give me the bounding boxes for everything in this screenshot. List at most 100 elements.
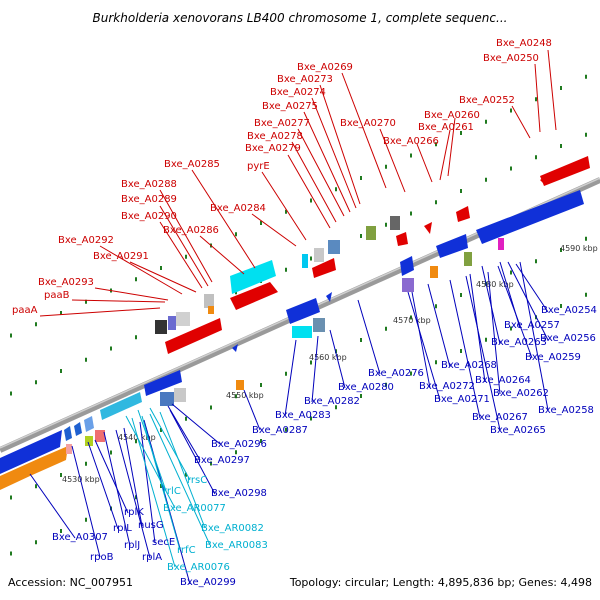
gene-label[interactable]: Bxe_A0280	[338, 382, 394, 393]
gene-label[interactable]: Bxe_A0278	[247, 131, 303, 142]
gene-label[interactable]: Bxe_AR0076	[167, 562, 230, 573]
track-dot	[60, 473, 62, 477]
track-dot	[460, 293, 462, 297]
gene-label[interactable]: Bxe_A0270	[340, 118, 396, 129]
gene-label[interactable]: Bxe_A0279	[245, 143, 301, 154]
leader-line	[287, 154, 331, 229]
gene-label[interactable]: Bxe_A0293	[38, 277, 94, 288]
gene-label[interactable]: Bxe_A0254	[541, 305, 597, 316]
gene-label[interactable]: Bxe_A0268	[441, 360, 497, 371]
track-dot	[535, 97, 537, 102]
track-dot	[435, 304, 437, 309]
gene-label[interactable]: Bxe_A0284	[210, 203, 266, 214]
gene-label[interactable]: Bxe_A0258	[538, 405, 594, 416]
track-dot	[385, 326, 387, 331]
gene-label[interactable]: Bxe_A0289	[121, 194, 177, 205]
summary-text: Topology: circular; Length: 4,895,836 bp…	[289, 576, 592, 589]
gene-label[interactable]: Bxe_A0252	[459, 95, 515, 106]
rna-gene-labels: rrsC rrlC Bxe_AR0077 Bxe_AR0082 Bxe_AR00…	[163, 475, 268, 573]
gene-label[interactable]: rplJ	[124, 540, 140, 551]
pseudo-gene	[208, 306, 214, 314]
gene-label[interactable]: Bxe_A0259	[525, 352, 581, 363]
gene-label[interactable]: rplA	[142, 552, 162, 563]
gene-label[interactable]: Bxe_A0260	[424, 110, 480, 121]
gene-label[interactable]: Bxe_A0256	[540, 333, 596, 344]
gene-label[interactable]: Bxe_A0271	[434, 394, 490, 405]
gene-label[interactable]: Bxe_A0263	[491, 337, 547, 348]
leader-line	[115, 429, 151, 559]
gene-label[interactable]: Bxe_A0283	[275, 410, 331, 421]
track-dot	[35, 322, 37, 327]
track-dot	[260, 439, 262, 443]
gene-label[interactable]: Bxe_A0274	[270, 87, 326, 98]
gene-label[interactable]: paaA	[12, 305, 38, 316]
gene-label[interactable]: Bxe_A0288	[121, 179, 177, 190]
gene-label[interactable]: Bxe_A0272	[419, 381, 475, 392]
gene-label[interactable]: Bxe_A0298	[211, 488, 267, 499]
gene-label[interactable]: paaB	[44, 290, 70, 301]
track-dot	[485, 177, 487, 182]
gene-label[interactable]: Bxe_A0273	[277, 74, 333, 85]
rna-gene	[302, 254, 308, 268]
leader-line	[465, 275, 501, 431]
gene-label[interactable]: nusG	[138, 520, 164, 531]
gene-label[interactable]: Bxe_A0262	[493, 388, 549, 399]
forward-gene	[396, 232, 408, 246]
gene-label[interactable]: Bxe_A0291	[93, 251, 149, 262]
reverse-gene	[286, 298, 320, 324]
leader-line	[416, 143, 433, 183]
gene-label[interactable]: Bxe_A0248	[496, 38, 552, 49]
gene-label[interactable]: Bxe_A0285	[164, 159, 220, 170]
forward-gene	[312, 258, 336, 278]
gene-label[interactable]: Bxe_A0277	[254, 118, 310, 129]
gene-label[interactable]: Bxe_A0299	[180, 577, 236, 588]
gene-label[interactable]: Bxe_A0297	[194, 455, 250, 466]
gene-label[interactable]: Bxe_A0287	[252, 425, 308, 436]
gene-label[interactable]: rplK	[124, 507, 144, 518]
gene-label[interactable]: pyrE	[247, 161, 270, 172]
gene-label[interactable]: Bxe_AR0082	[201, 523, 264, 534]
gene-label[interactable]: Bxe_A0282	[304, 396, 360, 407]
gene-label[interactable]: Bxe_A0275	[262, 101, 318, 112]
gene-label[interactable]: Bxe_A0257	[504, 320, 560, 331]
gene-label[interactable]: rplL	[113, 523, 132, 534]
gene-label[interactable]: Bxe_A0292	[58, 235, 114, 246]
gene-label[interactable]: Bxe_A0269	[297, 62, 353, 73]
track-dot	[310, 360, 312, 365]
gene-label[interactable]: Bxe_A0250	[483, 53, 539, 64]
leader-line	[507, 261, 549, 341]
leader-line	[169, 409, 216, 495]
gene-label[interactable]: Bxe_AR0083	[205, 540, 268, 551]
track-dot	[260, 383, 262, 387]
track-dot	[310, 198, 312, 203]
gene-label[interactable]: Bxe_A0286	[163, 225, 219, 236]
gene-label[interactable]: Bxe_A0267	[472, 412, 528, 423]
gene-label[interactable]: Bxe_A0290	[121, 211, 177, 222]
gene-label[interactable]: Bxe_A0265	[490, 425, 546, 436]
gene-label[interactable]: rpoB	[90, 552, 114, 563]
gene-label[interactable]: Bxe_A0261	[418, 122, 474, 133]
gene-label[interactable]: Bxe_A0276	[368, 368, 424, 379]
track-dot	[10, 391, 12, 396]
gene-label[interactable]: rrsC	[187, 475, 207, 486]
reverse-gene	[144, 370, 182, 396]
gene-label[interactable]: Bxe_A0266	[383, 136, 439, 147]
gene-label[interactable]: rrlC	[163, 486, 181, 497]
forward-gene	[66, 444, 72, 454]
track-dot	[285, 427, 287, 432]
gene-label[interactable]: Bxe_A0264	[475, 375, 531, 386]
gene-label[interactable]: secE	[152, 537, 175, 548]
gene-box	[328, 240, 340, 254]
leader-line	[123, 427, 143, 527]
leader-line	[379, 128, 406, 193]
track-dot	[585, 132, 587, 137]
track-dot	[85, 357, 87, 362]
gene-label[interactable]: rrfC	[177, 545, 196, 556]
forward-gene	[85, 436, 93, 446]
gene-label[interactable]: Bxe_A0307	[52, 532, 108, 543]
gene-label[interactable]: Bxe_AR0077	[163, 503, 226, 514]
track-dot	[85, 461, 87, 466]
leader-line	[199, 235, 245, 275]
gene-label[interactable]: Bxe_A0296	[211, 439, 267, 450]
reverse-gene-block	[0, 430, 62, 474]
